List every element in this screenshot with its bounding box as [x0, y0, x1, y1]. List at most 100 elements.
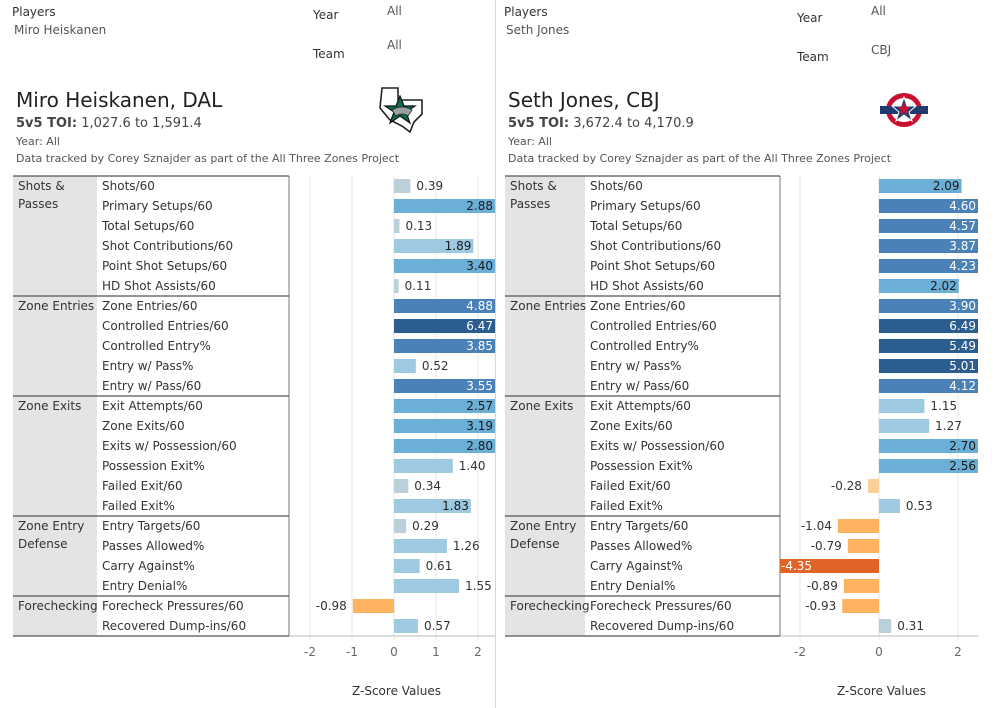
credit-right: Data tracked by Corey Sznajder as part o…	[508, 152, 892, 165]
value-label-left: 1.55	[465, 579, 492, 593]
bar-left	[394, 319, 495, 333]
value-label-left: 0.29	[412, 519, 439, 533]
metric-label-left: Point Shot Setups/60	[102, 259, 227, 273]
value-label-left: 3.19	[466, 419, 493, 433]
category-cell-left	[13, 396, 97, 516]
value-label-left: 2.88	[466, 199, 493, 213]
team-filter-value-left[interactable]: All	[387, 38, 402, 52]
value-label-left: -0.98	[316, 599, 347, 613]
value-label-left: 0.52	[422, 359, 449, 373]
value-label-left: 3.40	[466, 259, 493, 273]
metric-label-left: Total Setups/60	[101, 219, 194, 233]
x-axis-title-right: Z-Score Values	[837, 684, 926, 698]
bar-left	[394, 239, 474, 253]
metric-label-left: Shots/60	[102, 179, 155, 193]
year-text-right: Year: All	[508, 135, 552, 148]
metric-label-left: Forecheck Pressures/60	[102, 599, 244, 613]
bar-left	[394, 419, 495, 433]
x-axis-title-left: Z-Score Values	[352, 684, 441, 698]
team-filter-label-right: Team	[797, 50, 829, 64]
bar-left	[352, 599, 394, 613]
bar-left	[394, 279, 399, 293]
category-label-left: Zone Entry	[18, 519, 84, 533]
bar-left	[394, 559, 420, 573]
bar-left	[394, 399, 495, 413]
category-label-left: Zone Exits	[18, 399, 81, 413]
toi-label-left: 5v5 TOI:	[16, 116, 78, 131]
category-cell-left	[13, 596, 97, 636]
value-label-left: 1.83	[442, 499, 469, 513]
metric-label-left: Passes Allowed%	[102, 539, 204, 553]
category-label-left: Shots &	[18, 179, 65, 193]
toi-label-right: 5v5 TOI:	[508, 116, 570, 131]
team-filter-value-right[interactable]: CBJ	[871, 43, 892, 57]
metric-label-left: Recovered Dump-ins/60	[102, 619, 246, 633]
category-label-left: Defense	[18, 537, 67, 551]
category-label-left: Passes	[18, 197, 58, 211]
tick-label-left: -1	[346, 645, 358, 659]
metric-label-left: Exits w/ Possession/60	[102, 439, 237, 453]
toi-right: 5v5 TOI: 3,672.4 to 4,170.9	[508, 116, 694, 131]
bar-left	[394, 619, 418, 633]
tick-label-left: 2	[474, 645, 482, 659]
bar-left	[394, 359, 416, 373]
metric-label-left: Zone Exits/60	[102, 419, 185, 433]
value-label-left: 0.13	[405, 219, 432, 233]
player-title-left: Miro Heiskanen, DAL	[16, 88, 223, 112]
credit-left: Data tracked by Corey Sznajder as part o…	[16, 152, 400, 165]
value-label-left: 3.85	[466, 339, 493, 353]
year-filter-value-left[interactable]: All	[387, 4, 402, 18]
bar-left	[394, 199, 495, 213]
category-label-left: Forechecking	[18, 599, 98, 613]
tick-label-left: -2	[304, 645, 316, 659]
dallas-stars-logo-icon	[379, 87, 423, 134]
value-label-left: 0.61	[426, 559, 453, 573]
value-label-left: 0.11	[405, 279, 432, 293]
bar-left	[394, 299, 495, 313]
players-filter-value-left[interactable]: Miro Heiskanen	[14, 23, 107, 37]
bar-left	[394, 539, 447, 553]
bar-left	[394, 499, 471, 513]
panel-divider	[495, 0, 496, 708]
team-filter-label-left: Team	[313, 47, 345, 61]
chart-body-left: -2 -1 0 1 2 Shots & Passes Shots/60 0.39 Primary …	[13, 175, 495, 659]
metric-label-left: Exit Attempts/60	[102, 399, 203, 413]
value-label-left: 3.55	[466, 379, 493, 393]
metric-label-left: Controlled Entry%	[102, 339, 211, 353]
bar-left	[394, 579, 460, 593]
bar-left	[394, 439, 495, 453]
metric-label-left: Failed Exit%	[102, 499, 175, 513]
columbus-blue-jackets-logo-icon	[880, 93, 928, 127]
toi-value-right: 3,672.4 to 4,170.9	[573, 116, 694, 131]
metric-label-left: Carry Against%	[102, 559, 195, 573]
metric-label-left: Primary Setups/60	[102, 199, 213, 213]
players-filter-label-right: Players	[504, 5, 548, 19]
players-filter-value-right[interactable]: Seth Jones	[506, 23, 570, 37]
value-label-left: 2.80	[466, 439, 493, 453]
metric-label-left: Entry Denial%	[102, 579, 187, 593]
toi-value-left: 1,027.6 to 1,591.4	[81, 116, 202, 131]
year-filter-value-right[interactable]: All	[871, 4, 886, 18]
toi-left: 5v5 TOI: 1,027.6 to 1,591.4	[16, 116, 202, 131]
value-label-left: 2.57	[466, 399, 493, 413]
metric-label-left: Failed Exit/60	[102, 479, 183, 493]
value-label-left: 6.47	[466, 319, 493, 333]
value-label-left: 1.26	[453, 539, 480, 553]
value-label-left: 0.34	[414, 479, 441, 493]
bar-left	[394, 519, 407, 533]
year-filter-label-left: Year	[313, 8, 339, 22]
players-filter-label-left: Players	[12, 5, 56, 19]
bar-left	[394, 179, 411, 193]
category-cell-left	[13, 176, 97, 296]
metric-label-left: Entry Targets/60	[102, 519, 200, 533]
metric-label-left: Entry w/ Pass%	[102, 359, 193, 373]
metric-label-left: Entry w/ Pass/60	[102, 379, 201, 393]
tick-label-left: 1	[432, 645, 440, 659]
value-label-left: 1.89	[445, 239, 472, 253]
year-filter-label-right: Year	[797, 11, 823, 25]
bar-left	[394, 259, 495, 273]
bar-left	[394, 459, 453, 473]
category-label-left: Zone Entries	[18, 299, 94, 313]
metric-label-left: Possession Exit%	[102, 459, 205, 473]
